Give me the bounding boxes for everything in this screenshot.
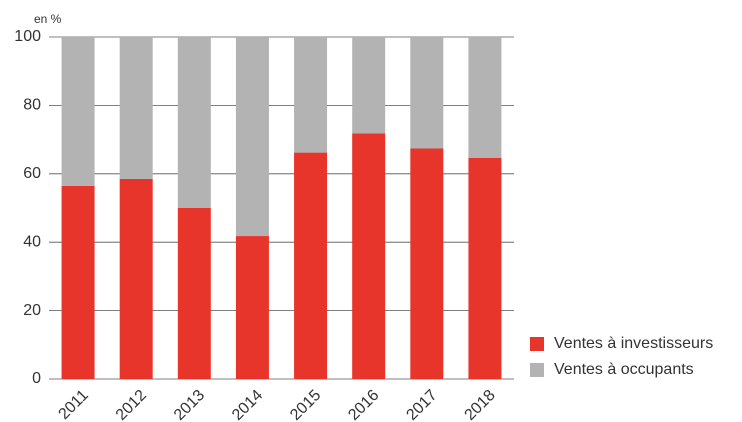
bar bbox=[352, 37, 386, 134]
x-tick-label: 2016 bbox=[345, 387, 382, 422]
bar bbox=[294, 152, 328, 379]
y-axis-label: en % bbox=[34, 12, 62, 26]
legend-label: Ventes à occupants bbox=[554, 361, 694, 378]
bar bbox=[177, 37, 211, 208]
bar bbox=[119, 37, 153, 179]
y-tick-label: 100 bbox=[14, 28, 41, 45]
y-tick-label: 60 bbox=[23, 165, 41, 182]
bar bbox=[352, 133, 386, 379]
bar bbox=[61, 37, 95, 186]
x-tick-label: 2017 bbox=[403, 387, 440, 422]
bar bbox=[468, 157, 502, 379]
legend-swatch bbox=[530, 363, 544, 377]
x-tick-label: 2018 bbox=[462, 387, 499, 422]
bar bbox=[294, 37, 328, 153]
bar bbox=[177, 208, 211, 379]
y-tick-label: 20 bbox=[23, 302, 41, 319]
x-tick-label: 2015 bbox=[287, 387, 324, 422]
x-tick-label: 2012 bbox=[113, 387, 150, 422]
bar bbox=[235, 37, 269, 237]
legend-swatch bbox=[530, 337, 544, 351]
bar bbox=[61, 185, 95, 379]
x-tick-label: 2013 bbox=[171, 387, 208, 422]
x-tick-label: 2011 bbox=[56, 387, 92, 422]
y-tick-label: 40 bbox=[23, 233, 41, 250]
legend-label: Ventes à investisseurs bbox=[554, 335, 713, 352]
bar bbox=[410, 37, 444, 149]
y-tick-label: 0 bbox=[32, 370, 41, 387]
bar bbox=[410, 148, 444, 379]
bar bbox=[235, 236, 269, 379]
bar bbox=[119, 178, 153, 379]
x-tick-label: 2014 bbox=[229, 387, 266, 422]
bar bbox=[468, 37, 502, 158]
y-tick-label: 80 bbox=[23, 97, 41, 114]
